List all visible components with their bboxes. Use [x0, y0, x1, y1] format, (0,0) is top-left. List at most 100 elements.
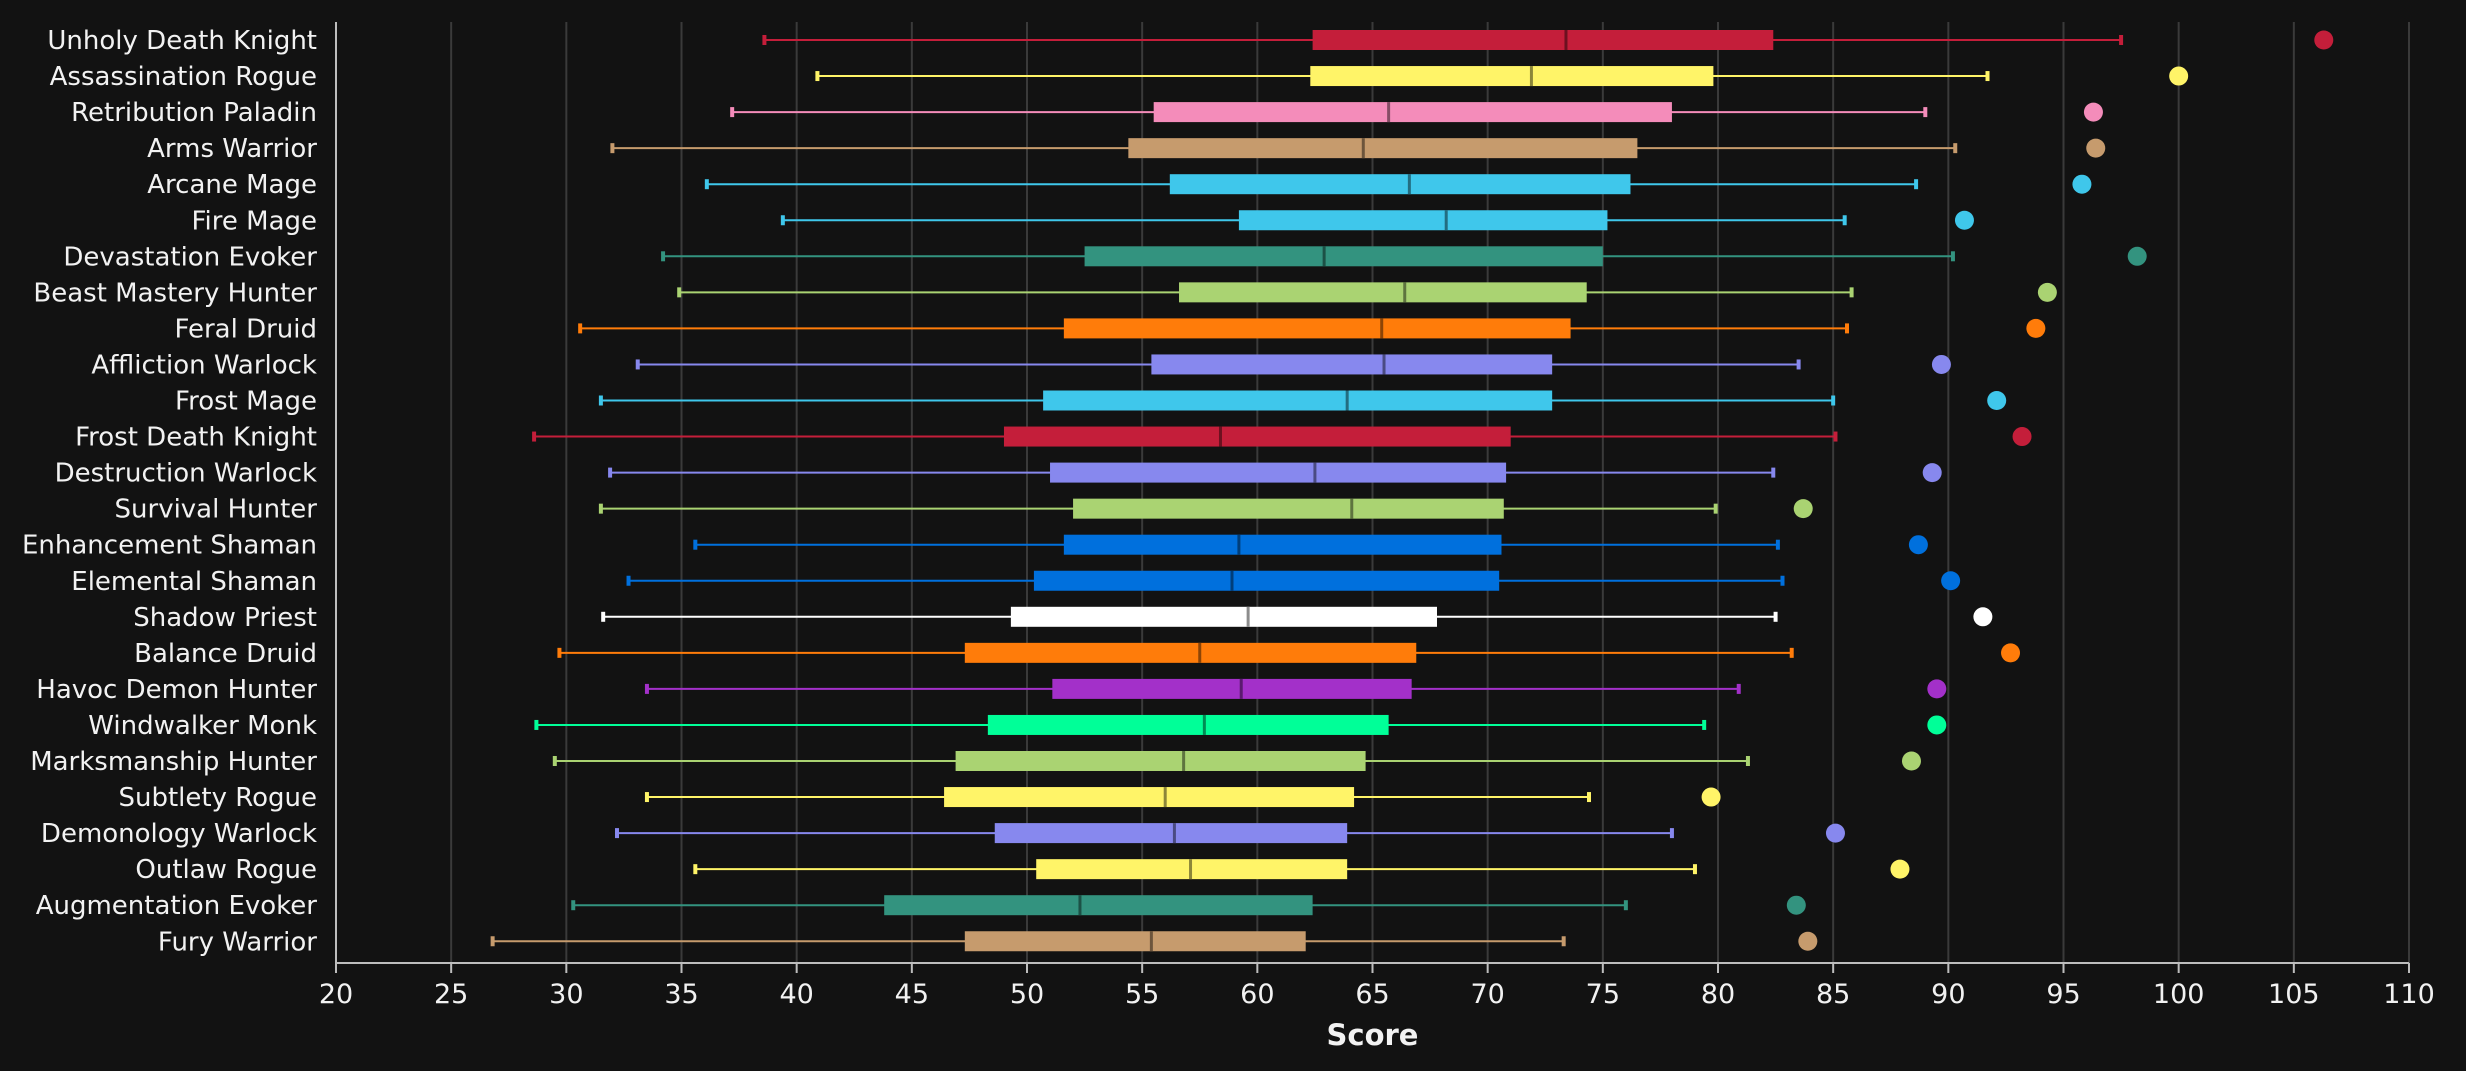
box-row: [677, 282, 2057, 303]
top-score-dot: [1927, 679, 1947, 699]
top-score-dot: [1927, 715, 1947, 735]
x-axis-title: Score: [1327, 1018, 1419, 1052]
iqr-box: [1073, 498, 1504, 519]
box-row: [601, 606, 1993, 627]
top-score-dot: [2086, 138, 2106, 158]
top-score-dot: [1825, 823, 1845, 843]
category-label: Destruction Warlock: [55, 459, 317, 489]
top-score-dot: [2083, 102, 2103, 122]
category-label: Demonology Warlock: [41, 819, 317, 849]
category-label: Havoc Demon Hunter: [36, 675, 317, 705]
box-row: [598, 498, 1813, 519]
x-tick-label: 50: [1010, 979, 1044, 1010]
iqr-box: [1179, 282, 1587, 303]
iqr-box: [1043, 390, 1553, 411]
iqr-box: [1128, 138, 1638, 159]
iqr-box: [994, 823, 1348, 844]
iqr-box: [1003, 426, 1511, 447]
category-label: Beast Mastery Hunter: [33, 278, 317, 308]
x-tick-label: 55: [1125, 979, 1159, 1010]
category-label: Windwalker Monk: [88, 711, 317, 741]
category-label: Subtlety Rogue: [118, 783, 317, 813]
iqr-box: [1310, 66, 1714, 87]
box-row: [608, 462, 1942, 483]
iqr-box: [1169, 174, 1631, 195]
top-score-dot: [1901, 751, 1921, 771]
x-tick-label: 100: [2153, 979, 2205, 1010]
category-label: Augmentation Evoker: [36, 891, 318, 921]
box-row: [780, 210, 1974, 231]
iqr-box: [1010, 606, 1437, 627]
top-score-dot: [2012, 427, 2032, 447]
iqr-box: [1153, 102, 1672, 123]
category-labels: Unholy Death Knight Assassination Rogue Re…: [22, 26, 317, 957]
top-score-dot: [1941, 571, 1961, 591]
box-row: [557, 642, 2021, 663]
box-row: [532, 426, 2032, 447]
category-label: Arms Warrior: [147, 134, 317, 164]
category-label: Unholy Death Knight: [47, 26, 317, 56]
iqr-box: [1033, 570, 1500, 591]
box-row: [644, 678, 1947, 699]
box-row: [730, 102, 2103, 123]
category-label: Feral Druid: [174, 314, 317, 344]
top-score-dot: [1786, 895, 1806, 915]
top-score-dot: [2169, 66, 2189, 86]
category-label: Survival Hunter: [115, 495, 318, 525]
iqr-box: [964, 931, 1306, 952]
x-tick-label: 75: [1586, 979, 1620, 1010]
iqr-box: [1084, 246, 1603, 267]
iqr-box: [944, 787, 1355, 808]
category-label: Retribution Paladin: [71, 98, 317, 128]
box-row: [693, 859, 1910, 880]
iqr-box: [1151, 354, 1553, 375]
box-row: [644, 787, 1721, 808]
x-tick-label: 25: [434, 979, 468, 1010]
category-label: Fire Mage: [191, 206, 317, 236]
x-tick-label: 20: [319, 979, 353, 1010]
x-axis-ticks: 20 25 30 35 40 45 50 55 60 65 70 75 80 85 90 95 100 105 11…: [319, 963, 2435, 1010]
category-label: Devastation Evoker: [63, 242, 317, 272]
category-label: Affliction Warlock: [91, 350, 317, 380]
x-tick-label: 95: [2046, 979, 2080, 1010]
box-row: [661, 246, 2147, 267]
box-row: [815, 66, 2189, 87]
grid-lines: [450, 22, 2410, 963]
x-tick-label: 80: [1701, 979, 1735, 1010]
x-tick-label: 70: [1470, 979, 1504, 1010]
top-score-dot: [1931, 354, 1951, 374]
iqr-box: [1052, 678, 1412, 699]
box-series: [490, 30, 2334, 952]
box-row: [635, 354, 1951, 375]
box-row: [610, 138, 2106, 159]
top-score-dot: [1798, 931, 1818, 951]
top-score-dot: [2026, 318, 2046, 338]
box-row: [578, 318, 2046, 339]
top-score-dot: [1701, 787, 1721, 807]
top-score-dot: [2001, 643, 2021, 663]
x-tick-label: 40: [779, 979, 813, 1010]
iqr-box: [1063, 534, 1502, 555]
box-row: [598, 390, 2007, 411]
category-label: Arcane Mage: [147, 170, 317, 200]
category-label: Enhancement Shaman: [22, 531, 317, 561]
category-label: Shadow Priest: [133, 603, 317, 633]
iqr-box: [1063, 318, 1571, 339]
category-label: Marksmanship Hunter: [30, 747, 317, 777]
top-score-dot: [1793, 499, 1813, 519]
box-row: [552, 751, 1921, 771]
category-label: Outlaw Rogue: [135, 855, 317, 885]
iqr-box: [987, 714, 1389, 735]
iqr-box: [1312, 30, 1774, 50]
x-tick-label: 60: [1240, 979, 1274, 1010]
iqr-box: [1050, 462, 1507, 483]
x-tick-label: 30: [549, 979, 583, 1010]
top-score-dot: [1987, 391, 2007, 410]
top-score-dot: [2037, 282, 2057, 302]
category-label: Assassination Rogue: [50, 62, 317, 92]
box-row: [693, 534, 1928, 555]
top-score-dot: [1973, 607, 1993, 627]
x-tick-label: 85: [1816, 979, 1850, 1010]
category-label: Balance Druid: [134, 639, 317, 669]
